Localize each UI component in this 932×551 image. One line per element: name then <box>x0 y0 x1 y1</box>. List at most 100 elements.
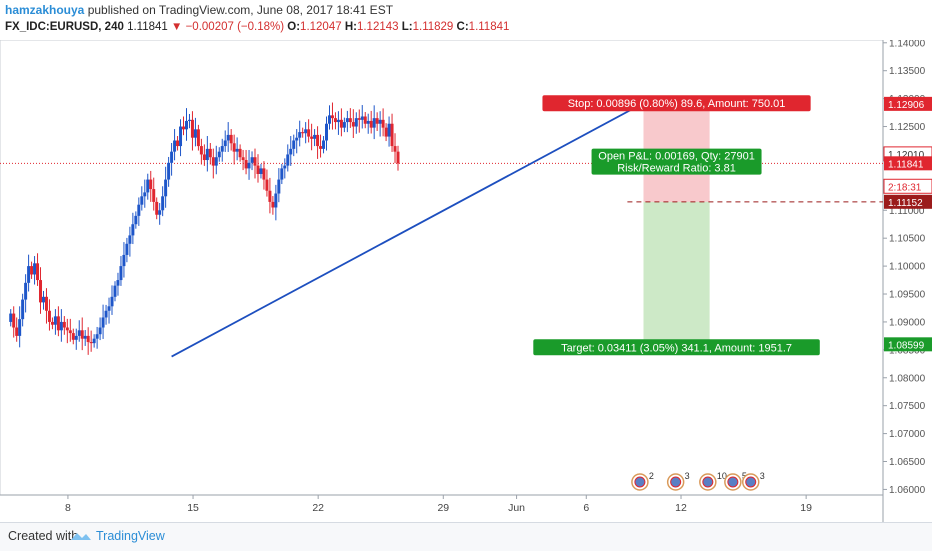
candle <box>39 267 43 314</box>
candle <box>131 212 135 245</box>
candle-body <box>238 148 242 158</box>
candle-body <box>244 160 248 169</box>
candle <box>301 127 305 138</box>
price-tag-bg <box>884 96 932 111</box>
candle <box>143 179 147 208</box>
candle-body <box>387 123 391 137</box>
candle-body <box>164 179 168 197</box>
candle-body <box>80 330 84 339</box>
candle <box>211 148 215 179</box>
candle <box>179 119 183 157</box>
candle-body <box>366 120 370 124</box>
candle-body <box>226 134 230 141</box>
candle <box>280 163 284 185</box>
candle-body <box>199 146 203 155</box>
candle-body <box>271 201 275 208</box>
candle <box>220 138 224 162</box>
candle-body <box>208 148 212 158</box>
candle <box>354 112 358 134</box>
tradingview-brand[interactable]: TradingView <box>96 529 165 543</box>
candle <box>313 129 317 147</box>
x-tick-label: 19 <box>800 502 812 514</box>
price-change: −0.00207 (−0.18%) <box>185 21 285 33</box>
candle <box>119 256 123 286</box>
y-tick-label: 1.09500 <box>889 290 926 301</box>
candle-body <box>381 119 385 128</box>
candle <box>229 129 233 151</box>
candle-body <box>125 243 129 255</box>
candle-body <box>339 119 343 128</box>
candle <box>199 138 203 165</box>
candle-body <box>44 296 48 311</box>
candle-body <box>256 165 260 174</box>
close-label: C: <box>456 21 469 33</box>
candle-body <box>128 235 132 244</box>
candle <box>322 136 326 154</box>
candle-body <box>62 321 66 328</box>
event-count: 2 <box>649 471 654 481</box>
candle <box>253 148 257 179</box>
open-value: 1.12047 <box>300 21 342 33</box>
candle-body <box>155 201 159 215</box>
created-with-text: Created with <box>8 529 79 543</box>
candle <box>244 149 248 175</box>
candle <box>372 105 376 140</box>
author-link[interactable]: hamzakhouya <box>5 3 85 17</box>
candle <box>235 137 239 161</box>
candle-body <box>289 148 293 155</box>
candle <box>107 297 111 324</box>
price-tag-bg <box>883 178 932 194</box>
price-tag-bg <box>884 194 932 209</box>
candle-body <box>176 140 180 147</box>
candle-body <box>223 140 227 147</box>
price-axis-tag: 1.11841 <box>884 156 932 171</box>
candle-body <box>307 129 311 137</box>
price-tag-bg <box>884 156 932 171</box>
candle <box>184 108 188 141</box>
candle-body <box>396 151 400 164</box>
candle-body <box>220 146 224 152</box>
candle <box>271 196 275 215</box>
price-axis-tag: 1.11152 <box>884 194 932 209</box>
publish-info: hamzakhouya published on TradingView.com… <box>5 3 393 17</box>
plot-area <box>0 39 884 496</box>
candle <box>259 163 263 179</box>
candle-body <box>229 134 233 144</box>
candle <box>128 226 132 257</box>
candle-body <box>182 126 186 130</box>
candle <box>283 158 287 179</box>
candle <box>319 134 323 158</box>
candle-body <box>92 338 96 344</box>
x-tick-label: 8 <box>65 502 71 514</box>
candle <box>134 211 138 229</box>
candle <box>47 299 51 331</box>
candle <box>12 306 16 338</box>
chart-area[interactable]: 1.06000 1.06500 1.07000 1.07500 1.08000 1.085… <box>0 38 932 522</box>
candle-body <box>369 120 373 128</box>
y-tick-label: 1.06500 <box>889 457 926 468</box>
candle-body <box>122 254 126 267</box>
candle <box>250 151 254 171</box>
symbol-name[interactable]: FX_IDC:EURUSD, 240 <box>5 21 124 33</box>
candle <box>351 109 355 138</box>
candle-body <box>319 146 323 149</box>
candle <box>155 197 159 220</box>
candle-body <box>86 335 90 343</box>
candle-body <box>95 334 99 339</box>
candle-body <box>184 120 188 130</box>
candle-body <box>322 140 326 149</box>
y-tick-label: 1.14000 <box>889 40 926 49</box>
candle <box>286 144 290 172</box>
price-tag-text: 2:18:31 <box>888 182 922 193</box>
candle <box>62 316 66 335</box>
candle <box>152 177 156 211</box>
candle-body <box>56 316 60 331</box>
candle-body <box>30 266 34 275</box>
candle-body <box>27 266 31 283</box>
candle-body <box>170 151 174 163</box>
candle <box>110 285 114 315</box>
candle <box>357 109 361 133</box>
high-label: H: <box>344 21 357 33</box>
candle <box>304 122 308 144</box>
price-chart[interactable]: 1.06000 1.06500 1.07000 1.07500 1.08000 1.085… <box>0 38 932 522</box>
